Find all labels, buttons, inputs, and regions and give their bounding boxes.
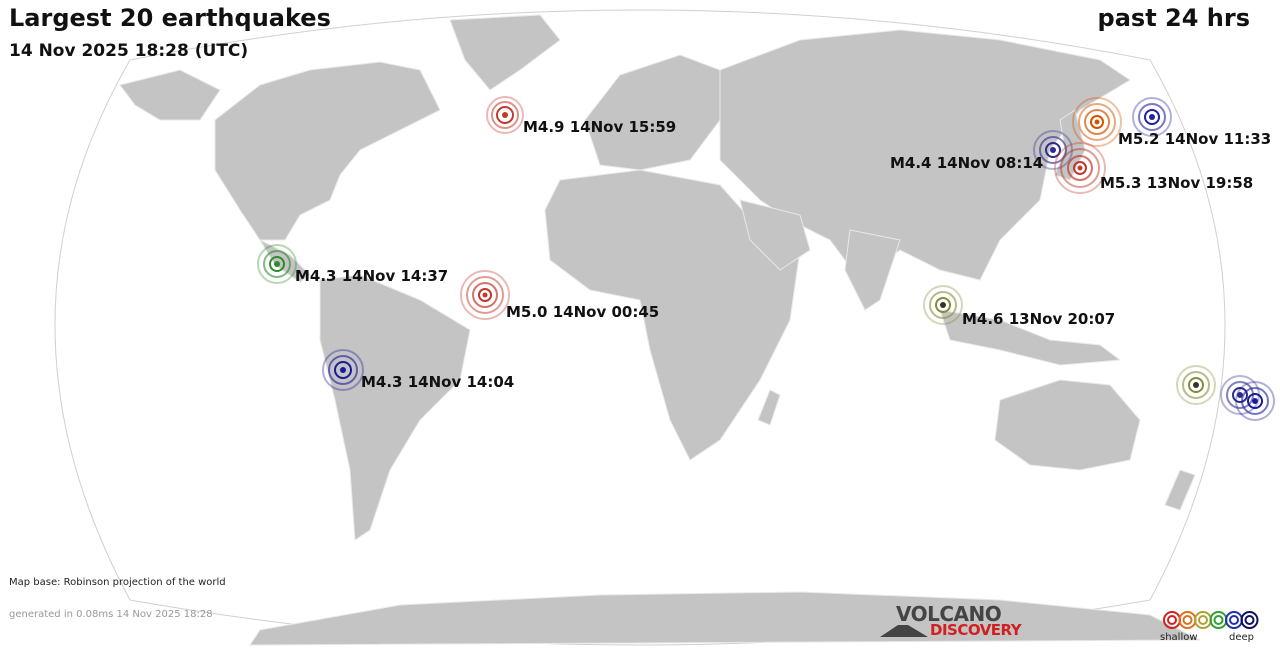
greenland <box>449 14 561 91</box>
quake-marker[interactable] <box>322 349 364 391</box>
quake-label[interactable]: M4.3 14Nov 14:37 <box>295 267 449 285</box>
legend-deep-label: deep <box>1229 632 1254 643</box>
quake-marker[interactable] <box>460 270 510 320</box>
arabia <box>739 199 811 271</box>
quake-marker[interactable] <box>1176 365 1216 405</box>
map-datetime: 14 Nov 2025 18:28 (UTC) <box>9 41 249 61</box>
volcano-icon <box>880 625 928 637</box>
quake-label[interactable]: M5.3 13Nov 19:58 <box>1100 174 1254 192</box>
legend-ring <box>1178 611 1197 629</box>
quake-label[interactable]: M4.6 13Nov 20:07 <box>962 310 1116 328</box>
quake-label[interactable]: M5.0 14Nov 00:45 <box>506 303 660 321</box>
land-masses <box>119 14 1201 646</box>
australia <box>994 379 1141 471</box>
map-outline <box>54 9 1226 646</box>
quake-label[interactable]: M4.4 14Nov 08:14 <box>890 154 1044 172</box>
logo-line2: DISCOVERY <box>930 621 1022 639</box>
quake-label[interactable]: M4.3 14Nov 14:04 <box>361 373 515 391</box>
central-america <box>258 238 311 283</box>
quake-marker[interactable] <box>257 244 297 284</box>
legend-ring <box>1163 611 1181 629</box>
depth-legend: shallow deep <box>1158 610 1268 648</box>
quake-marker[interactable] <box>1072 97 1122 147</box>
volcano-discovery-logo[interactable]: VOLCANO DISCOVERY <box>880 602 1040 642</box>
legend-ring <box>1240 611 1259 629</box>
legend-ring <box>1194 611 1212 629</box>
quake-marker[interactable] <box>486 96 524 134</box>
map-period: past 24 hrs <box>1097 4 1250 32</box>
map-title: Largest 20 earthquakes <box>9 4 331 32</box>
quake-marker[interactable] <box>923 285 963 325</box>
southeast-asia-islands <box>939 309 1122 366</box>
europe <box>584 54 721 171</box>
alaska <box>119 69 221 121</box>
quake-marker[interactable] <box>1054 142 1106 194</box>
quake-label[interactable]: M4.9 14Nov 15:59 <box>523 118 677 136</box>
quake-markers <box>257 96 1275 421</box>
logo-line1: VOLCANO <box>896 602 1002 626</box>
generated-note: generated in 0.08ms 14 Nov 2025 18:28 <box>9 609 213 620</box>
depth-legend-rings <box>1163 611 1259 629</box>
antarctica <box>249 591 1201 646</box>
legend-ring <box>1225 611 1243 629</box>
madagascar <box>757 389 781 426</box>
legend-ring <box>1209 611 1228 629</box>
map-base-note: Map base: Robinson projection of the wor… <box>9 577 226 588</box>
quake-marker[interactable] <box>1235 381 1275 421</box>
south-america <box>319 274 471 541</box>
new-zealand <box>1164 469 1196 511</box>
legend-shallow-label: shallow <box>1160 632 1198 643</box>
north-america <box>214 61 441 241</box>
africa <box>544 169 801 461</box>
india <box>844 229 901 311</box>
asia <box>719 29 1131 281</box>
quake-label[interactable]: M5.2 14Nov 11:33 <box>1118 130 1272 148</box>
quake-marker[interactable] <box>1132 97 1172 137</box>
